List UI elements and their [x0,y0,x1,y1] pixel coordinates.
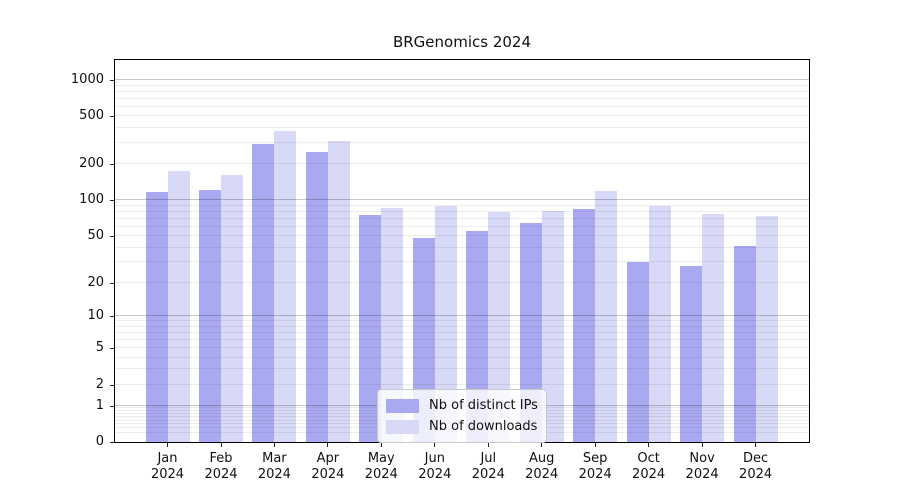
y-tick-label: 10 [87,308,104,324]
bar-distinct-ips [733,246,756,442]
x-tick-mark [327,443,329,447]
x-tick-mark [701,443,703,447]
bar-downloads [702,213,725,442]
legend-row: Nb of downloads [378,416,546,437]
y-tick-label: 1 [95,397,104,413]
gridline-minor [115,142,809,144]
bar-distinct-ips [626,262,649,442]
bar-downloads [167,171,190,442]
gridline-minor [115,97,809,99]
x-tick-label: Jan 2024 [150,451,185,482]
y-tick-label: 100 [79,192,104,208]
y-tick-mark [110,316,114,318]
bar-distinct-ips [680,265,703,442]
y-tick-mark [110,236,114,238]
legend-swatch-distinct-ips [386,398,419,413]
x-tick-label: Oct 2024 [632,451,666,482]
y-tick-mark [110,282,114,284]
y-tick-mark [110,384,114,386]
x-tick-mark [434,443,436,447]
gridline-major [115,79,809,81]
x-tick-label: Sep 2024 [578,451,612,482]
bar-downloads [488,211,511,442]
y-tick-label: 20 [87,274,104,290]
gridline-minor [115,105,809,107]
x-tick-label: Apr 2024 [311,451,345,482]
bar-distinct-ips [145,192,168,442]
y-tick-mark [110,442,114,443]
legend: Nb of distinct IPs Nb of downloads [377,389,547,443]
y-tick-mark [110,348,114,350]
x-tick-label: Nov 2024 [685,451,719,482]
bar-distinct-ips [359,214,382,442]
bar-downloads [648,205,671,442]
y-tick-mark [110,200,114,202]
x-tick-label: Dec 2024 [739,451,773,482]
x-tick-label: Aug 2024 [525,451,559,482]
x-tick-label: Jul 2024 [471,451,505,482]
y-tick-label: 200 [79,156,104,172]
y-tick-label: 500 [79,108,104,124]
bar-downloads [220,174,243,442]
x-tick-label: Mar 2024 [257,451,291,482]
legend-swatch-downloads [386,419,419,434]
y-tick-label: 2 [95,376,104,392]
x-tick-label: Jun 2024 [418,451,452,482]
y-tick-mark [110,164,114,166]
legend-label-downloads: Nb of downloads [429,419,538,434]
x-tick-mark [220,443,222,447]
bar-downloads [541,211,564,442]
bar-downloads [434,205,457,442]
x-tick-label: May 2024 [364,451,398,482]
gridline-minor [115,163,809,165]
bar-downloads [595,190,618,442]
x-tick-mark [594,443,596,447]
y-tick-mark [110,405,114,407]
x-tick-mark [648,443,650,447]
plot-area: Nb of distinct IPs Nb of downloads [114,59,810,443]
y-tick-label: 5 [95,340,104,356]
y-tick-label: 0 [95,434,104,449]
gridline-minor [115,90,809,92]
bar-downloads [381,208,404,442]
x-tick-mark [487,443,489,447]
x-tick-mark [273,443,275,447]
y-tick-mark [110,116,114,118]
x-tick-mark [380,443,382,447]
gridline-minor [115,84,809,86]
bar-distinct-ips [573,208,596,442]
y-tick-label: 1000 [70,72,104,88]
x-tick-mark [167,443,168,447]
x-tick-mark [541,443,543,447]
gridline-minor [115,115,809,117]
y-tick-label: 50 [87,228,104,244]
x-tick-label: Feb 2024 [204,451,238,482]
bar-downloads [327,140,350,442]
legend-label-distinct-ips: Nb of distinct IPs [429,398,538,413]
bar-distinct-ips [519,222,542,442]
bar-distinct-ips [198,189,221,442]
gridline-minor [115,127,809,129]
y-tick-mark [110,80,114,82]
bar-distinct-ips [252,143,275,442]
x-tick-mark [755,443,757,447]
bar-downloads [755,215,778,442]
legend-row: Nb of distinct IPs [378,395,546,416]
bar-downloads [274,130,297,442]
chart-title: BRGenomics 2024 [392,33,532,51]
bar-distinct-ips [305,152,328,442]
